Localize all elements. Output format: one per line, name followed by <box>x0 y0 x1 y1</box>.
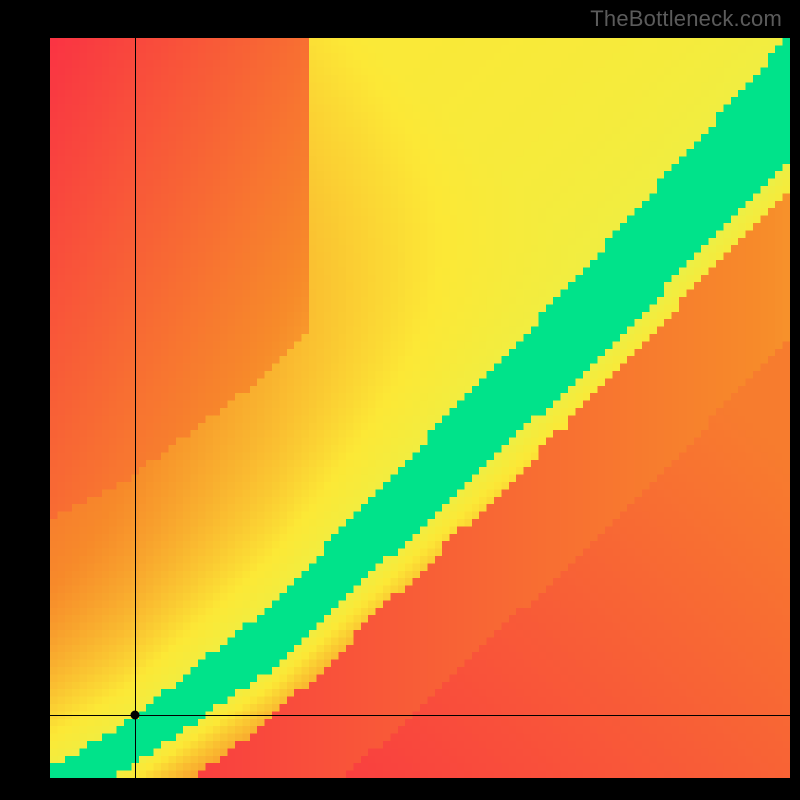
crosshair-marker <box>131 711 140 720</box>
heatmap-plot <box>50 38 790 778</box>
heatmap-canvas <box>50 38 790 778</box>
crosshair-horizontal <box>50 715 790 716</box>
watermark-text: TheBottleneck.com <box>590 6 782 32</box>
crosshair-vertical <box>135 38 136 778</box>
